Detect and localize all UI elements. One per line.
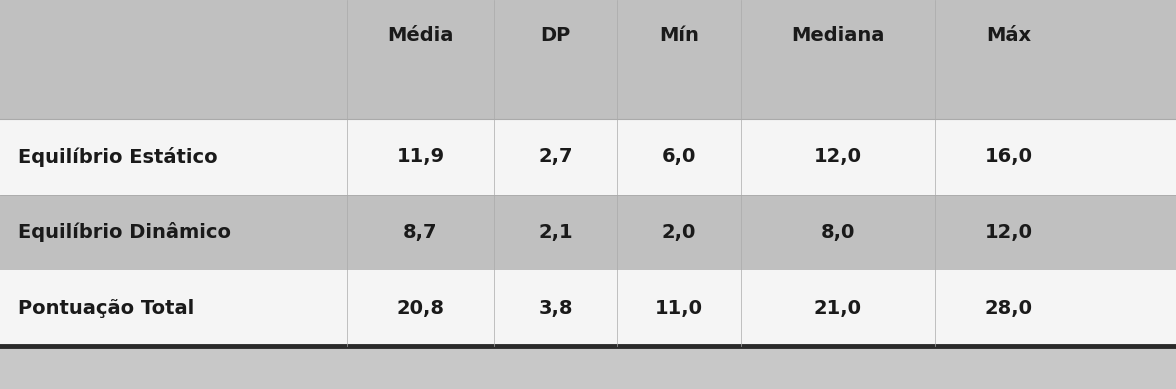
Text: Mediana: Mediana	[791, 26, 884, 45]
Text: 11,9: 11,9	[396, 147, 445, 166]
Text: Equilíbrio Estático: Equilíbrio Estático	[18, 147, 218, 166]
Text: 2,7: 2,7	[539, 147, 573, 166]
Text: DP: DP	[541, 26, 570, 45]
Text: Mín: Mín	[660, 26, 699, 45]
Text: 8,7: 8,7	[403, 223, 437, 242]
Bar	[0, 270, 1176, 346]
Bar	[0, 0, 1176, 119]
Text: Máx: Máx	[985, 26, 1031, 45]
Text: Equilíbrio Dinâmico: Equilíbrio Dinâmico	[18, 223, 230, 242]
Text: 6,0: 6,0	[662, 147, 696, 166]
Bar	[0, 119, 1176, 194]
Text: 3,8: 3,8	[539, 299, 573, 318]
Text: Pontuação Total: Pontuação Total	[18, 299, 194, 318]
Text: 12,0: 12,0	[814, 147, 862, 166]
Text: 16,0: 16,0	[984, 147, 1033, 166]
Text: 12,0: 12,0	[984, 223, 1033, 242]
Text: 21,0: 21,0	[814, 299, 862, 318]
Text: 2,0: 2,0	[662, 223, 696, 242]
Text: 2,1: 2,1	[539, 223, 573, 242]
Bar	[0, 194, 1176, 270]
Text: 11,0: 11,0	[655, 299, 703, 318]
Text: 20,8: 20,8	[396, 299, 445, 318]
Text: Média: Média	[387, 26, 454, 45]
Text: 28,0: 28,0	[984, 299, 1033, 318]
Text: 8,0: 8,0	[821, 223, 855, 242]
